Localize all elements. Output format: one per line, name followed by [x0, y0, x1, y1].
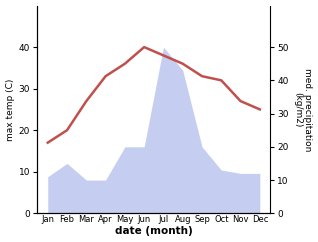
Y-axis label: max temp (C): max temp (C) [5, 78, 15, 141]
X-axis label: date (month): date (month) [115, 227, 193, 236]
Y-axis label: med. precipitation
(kg/m2): med. precipitation (kg/m2) [293, 68, 313, 151]
